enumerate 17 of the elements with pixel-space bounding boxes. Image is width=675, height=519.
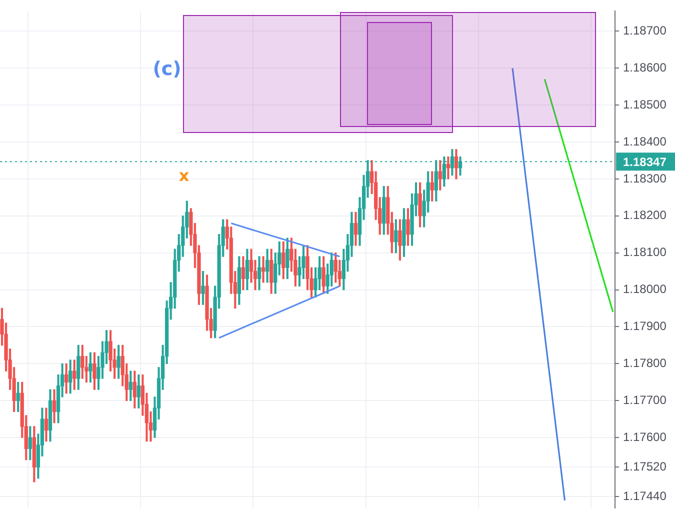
y-tick-label: 1.18600	[623, 60, 667, 74]
y-tick-label: 1.17900	[623, 319, 667, 334]
y-tick-label: 1.17700	[623, 392, 667, 407]
y-tick-label: 1.18700	[623, 23, 667, 38]
y-tick-label: 1.18400	[623, 134, 667, 148]
y-tick-label: 1.17440	[623, 489, 667, 504]
annotation: x	[178, 166, 190, 186]
y-tick-label: 1.17600	[623, 430, 667, 444]
annotation: (c)	[152, 58, 182, 80]
y-tick-label: 1.18300	[623, 171, 667, 186]
y-tick-label: 1.18100	[623, 245, 667, 260]
y-tick-label: 1.17520	[623, 459, 667, 474]
ref-line-label: 1.18347	[623, 154, 667, 169]
y-tick-label: 1.18500	[623, 97, 667, 112]
y-tick-label: 1.18200	[623, 208, 667, 222]
y-tick-label: 1.17800	[623, 356, 667, 370]
y-tick-label: 1.18000	[623, 282, 667, 296]
